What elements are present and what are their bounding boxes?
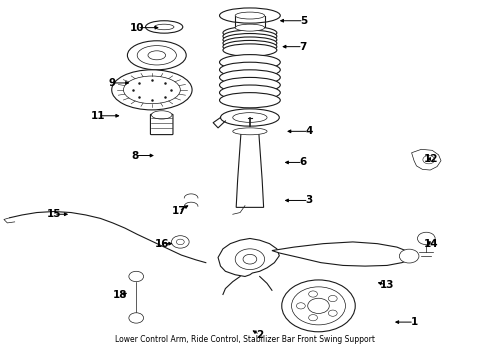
Ellipse shape bbox=[223, 30, 277, 42]
Ellipse shape bbox=[223, 37, 277, 49]
Polygon shape bbox=[272, 242, 412, 266]
Circle shape bbox=[176, 239, 184, 245]
Text: 10: 10 bbox=[130, 23, 145, 33]
Ellipse shape bbox=[220, 70, 280, 85]
Text: 6: 6 bbox=[299, 157, 306, 167]
Ellipse shape bbox=[154, 24, 174, 30]
Circle shape bbox=[243, 255, 257, 264]
Text: 16: 16 bbox=[154, 239, 169, 249]
Circle shape bbox=[235, 249, 265, 270]
Ellipse shape bbox=[223, 44, 277, 56]
Ellipse shape bbox=[123, 76, 180, 104]
Text: 2: 2 bbox=[256, 329, 263, 339]
Ellipse shape bbox=[235, 24, 265, 31]
Circle shape bbox=[328, 296, 337, 302]
Text: 9: 9 bbox=[108, 78, 115, 88]
Ellipse shape bbox=[233, 128, 267, 135]
Circle shape bbox=[129, 313, 144, 323]
Ellipse shape bbox=[223, 33, 277, 46]
Polygon shape bbox=[412, 149, 441, 170]
Ellipse shape bbox=[220, 8, 280, 23]
Circle shape bbox=[292, 287, 345, 325]
Text: 7: 7 bbox=[299, 42, 307, 51]
Circle shape bbox=[282, 280, 355, 332]
Ellipse shape bbox=[146, 21, 183, 33]
Ellipse shape bbox=[148, 51, 166, 60]
Ellipse shape bbox=[220, 109, 279, 126]
Text: 12: 12 bbox=[424, 154, 439, 164]
Circle shape bbox=[423, 156, 435, 164]
Circle shape bbox=[309, 315, 318, 321]
Polygon shape bbox=[218, 238, 279, 276]
Ellipse shape bbox=[220, 77, 280, 93]
Ellipse shape bbox=[220, 93, 280, 108]
FancyBboxPatch shape bbox=[150, 114, 173, 135]
Text: 14: 14 bbox=[424, 239, 439, 249]
Ellipse shape bbox=[220, 55, 280, 70]
Text: 18: 18 bbox=[113, 291, 127, 301]
Text: 8: 8 bbox=[131, 150, 138, 161]
Text: 3: 3 bbox=[305, 195, 312, 206]
Ellipse shape bbox=[235, 12, 265, 19]
Text: 4: 4 bbox=[305, 126, 313, 136]
Circle shape bbox=[308, 298, 329, 314]
Text: 1: 1 bbox=[411, 317, 417, 327]
Circle shape bbox=[399, 249, 419, 263]
Circle shape bbox=[296, 303, 305, 309]
Ellipse shape bbox=[220, 62, 280, 77]
Ellipse shape bbox=[223, 27, 277, 39]
Ellipse shape bbox=[151, 111, 172, 119]
Circle shape bbox=[328, 310, 337, 316]
Ellipse shape bbox=[223, 40, 277, 53]
Ellipse shape bbox=[127, 41, 186, 70]
Polygon shape bbox=[236, 131, 264, 207]
Ellipse shape bbox=[112, 70, 192, 110]
Text: 11: 11 bbox=[91, 111, 105, 121]
Text: 5: 5 bbox=[300, 16, 307, 26]
Text: 15: 15 bbox=[47, 209, 61, 219]
Text: Lower Control Arm, Ride Control, Stabilizer Bar Front Swing Support: Lower Control Arm, Ride Control, Stabili… bbox=[115, 335, 375, 344]
Text: 17: 17 bbox=[172, 206, 186, 216]
Text: 13: 13 bbox=[380, 280, 394, 290]
Circle shape bbox=[417, 232, 435, 245]
Circle shape bbox=[172, 236, 189, 248]
Ellipse shape bbox=[233, 113, 267, 122]
Ellipse shape bbox=[137, 46, 176, 65]
Ellipse shape bbox=[220, 85, 280, 100]
Circle shape bbox=[309, 291, 318, 297]
Circle shape bbox=[129, 271, 144, 282]
